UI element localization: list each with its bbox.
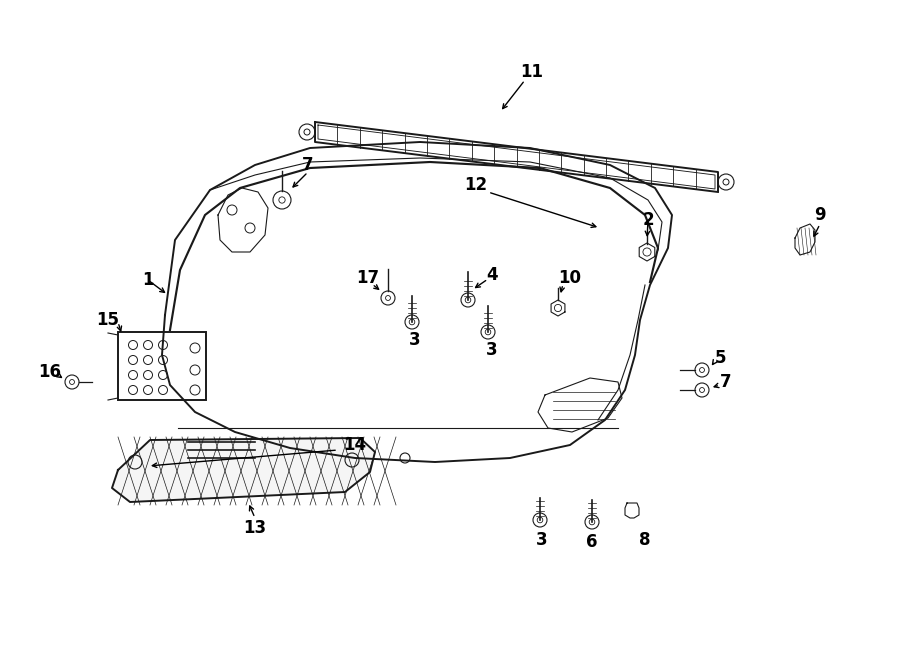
Text: 9: 9 — [814, 206, 826, 224]
Text: 14: 14 — [344, 436, 366, 454]
Text: 10: 10 — [559, 269, 581, 287]
Text: 12: 12 — [464, 176, 488, 194]
Text: 17: 17 — [356, 269, 380, 287]
Text: 11: 11 — [520, 63, 544, 81]
Text: 15: 15 — [96, 311, 120, 329]
Text: 5: 5 — [715, 349, 725, 367]
Text: 3: 3 — [536, 531, 548, 549]
Polygon shape — [112, 438, 375, 502]
Text: 3: 3 — [410, 331, 421, 349]
Text: 8: 8 — [639, 531, 651, 549]
Text: 7: 7 — [302, 156, 314, 174]
Text: 6: 6 — [586, 533, 598, 551]
Text: 13: 13 — [243, 519, 266, 537]
Text: 1: 1 — [142, 271, 154, 289]
Bar — [118, 332, 206, 400]
Text: 7: 7 — [720, 373, 732, 391]
Text: 3: 3 — [486, 341, 498, 359]
Text: 16: 16 — [39, 363, 61, 381]
Text: 2: 2 — [643, 211, 653, 229]
Text: 4: 4 — [486, 266, 498, 284]
